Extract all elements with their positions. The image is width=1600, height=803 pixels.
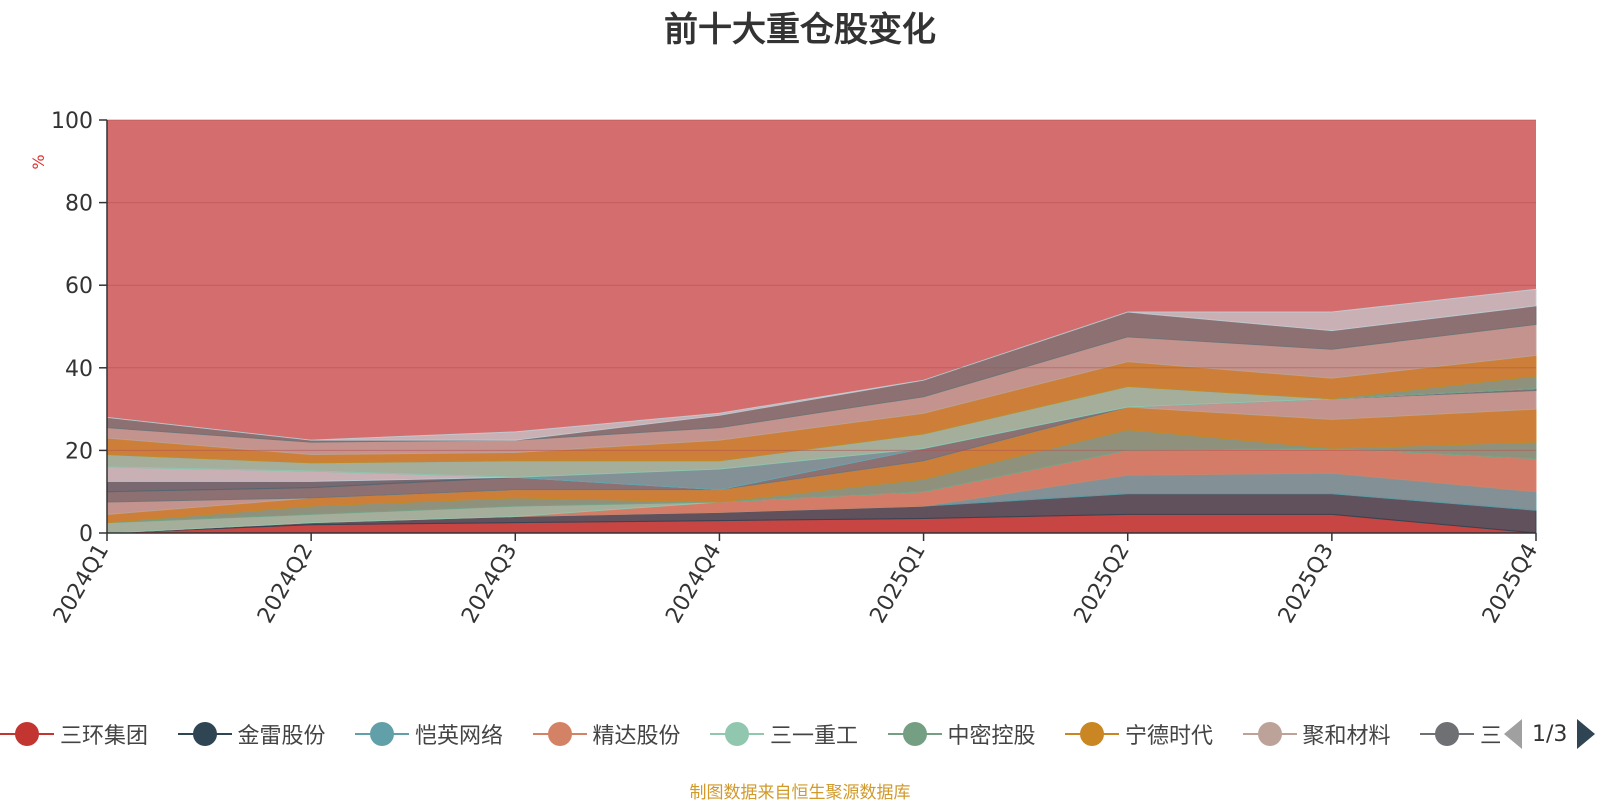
y-tick-label: 100 — [51, 109, 93, 134]
legend-label: 金雷股份 — [237, 724, 326, 749]
chart-title: 前十大重仓股变化 — [664, 10, 936, 50]
legend-label: 聚和材料 — [1302, 724, 1391, 749]
legend-marker-icon — [710, 716, 764, 752]
legend-marker-icon — [355, 716, 409, 752]
x-tick-label: 2024Q1 — [49, 540, 114, 628]
legend-marker-icon — [532, 716, 587, 752]
legend-label: 三一重工 — [770, 724, 859, 749]
legend-item[interactable]: 中密控股 — [887, 716, 1036, 752]
x-tick-label: 2024Q4 — [661, 540, 726, 628]
legend-pager: 1/3 — [1500, 716, 1600, 752]
legend-label: 三环集团 — [60, 724, 149, 749]
legend-item[interactable]: 三环集团 — [0, 716, 148, 752]
legend-item[interactable]: 精达股份 — [532, 716, 681, 752]
y-axis-label: % — [29, 154, 48, 169]
area-layers — [106, 288, 1537, 534]
legend-item[interactable]: 三一重工 — [710, 716, 858, 752]
legend-page-indicator: 1/3 — [1532, 721, 1568, 747]
y-tick-label: 40 — [65, 357, 93, 382]
legend-marker-icon — [0, 716, 54, 752]
source-note: 制图数据来自恒生聚源数据库 — [689, 783, 911, 803]
legend-marker-icon — [1420, 716, 1474, 752]
legend-item[interactable]: 金雷股份 — [177, 716, 326, 752]
legend-item[interactable]: 宁德时代 — [1065, 716, 1213, 752]
legend-item[interactable]: 恺英网络 — [355, 716, 503, 752]
x-tick-label: 2025Q4 — [1478, 540, 1543, 628]
stacked-area-chart: 0 20 40 60 80 100 2024Q1 2024Q2 2024Q3 2024Q4 2025… — [29, 109, 1543, 628]
legend-prev-icon[interactable] — [1504, 719, 1522, 749]
legend-label: 恺英网络 — [415, 724, 504, 749]
legend-label: 宁德时代 — [1125, 724, 1214, 749]
x-tick-label: 2025Q3 — [1274, 540, 1339, 628]
legend-label: 中密控股 — [947, 724, 1036, 749]
x-tick-label: 2025Q2 — [1070, 540, 1135, 628]
legend-marker-icon — [1065, 716, 1119, 752]
legend: 三环集团金雷股份恺英网络精达股份三一重工中密控股宁德时代聚和材料三花智控 — [0, 716, 1600, 752]
y-tick-label: 20 — [65, 439, 93, 464]
x-tick-label: 2025Q1 — [865, 540, 930, 628]
legend-marker-icon — [177, 716, 232, 752]
x-tick-label: 2024Q3 — [457, 540, 522, 628]
grid-lines — [107, 119, 1536, 451]
legend-marker-icon — [1242, 716, 1297, 752]
legend-label: 精达股份 — [592, 724, 681, 749]
y-tick-label: 60 — [65, 274, 93, 299]
legend-next-icon[interactable] — [1577, 719, 1596, 749]
y-tick-label: 0 — [79, 522, 93, 547]
y-tick-label: 80 — [65, 192, 93, 217]
area-series-18 — [106, 288, 1537, 441]
legend-marker-icon — [887, 716, 942, 752]
legend-item[interactable]: 聚和材料 — [1242, 716, 1391, 752]
x-tick-label: 2024Q2 — [253, 540, 318, 628]
